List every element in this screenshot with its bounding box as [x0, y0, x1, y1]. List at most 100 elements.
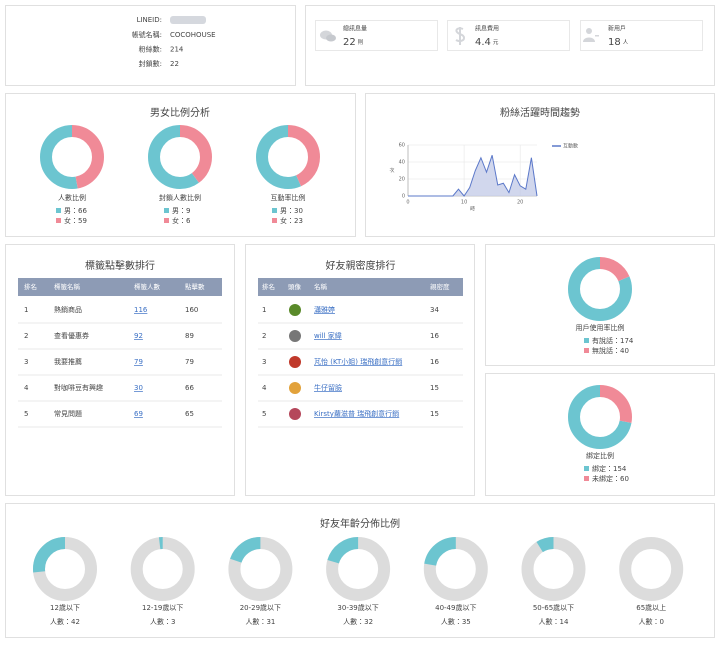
age-count: 人數：32	[343, 617, 373, 626]
y-tick-label: 60	[399, 143, 405, 149]
legend-swatch	[164, 208, 169, 213]
legend-label-part: 無說話：	[592, 346, 620, 355]
legend-label-part: 174	[620, 337, 634, 345]
column-header: 排名	[262, 282, 275, 291]
donut-label: 人數比例	[58, 193, 86, 202]
y-axis-label: 次	[389, 167, 394, 174]
donut-label: 綁定比例	[586, 451, 614, 460]
legend-label-part: 男：	[280, 207, 294, 215]
dollar-icon	[455, 27, 466, 45]
column-header: 點擊數	[185, 282, 205, 291]
age-count-part: 32	[364, 618, 373, 626]
account-value: COCOHOUSE	[170, 31, 216, 39]
legend-swatch	[56, 208, 61, 213]
message-icon	[326, 34, 336, 42]
legend-label-part: 男：	[64, 207, 78, 215]
avatar	[289, 304, 301, 316]
account-card	[5, 5, 296, 86]
age-count-part: 14	[560, 618, 569, 626]
y-tick-label: 40	[399, 160, 405, 166]
cell-link[interactable]: 79	[134, 358, 143, 366]
gender-card	[5, 93, 356, 237]
legend-label-part: 154	[613, 465, 627, 473]
legend-swatch	[584, 348, 589, 353]
cell: 3	[24, 358, 28, 366]
legend-label-part: 66	[78, 207, 87, 215]
cell: 熱銷商品	[54, 305, 82, 314]
section-title: 好友年齡分佈比例	[320, 517, 400, 530]
cell-link[interactable]: 69	[134, 410, 143, 418]
age-count-part: 31	[266, 618, 275, 626]
age-count-part: 35	[462, 618, 471, 626]
column-header: 排名	[24, 282, 37, 291]
cell: 160	[185, 306, 198, 314]
x-tick-label: 0	[406, 200, 409, 206]
cell: 4	[24, 384, 29, 392]
cell-link[interactable]: 116	[134, 306, 148, 314]
cell: 15	[430, 384, 439, 392]
age-count: 人數：3	[150, 617, 175, 626]
age-count: 人數：31	[245, 617, 275, 626]
age-label: 30-39歲以下	[337, 603, 378, 612]
cell-link[interactable]: 92	[134, 332, 143, 340]
donut-segment	[568, 385, 632, 449]
stat-value: 22 則	[343, 37, 364, 48]
cell-link[interactable]: 30	[134, 384, 143, 392]
legend-label-part: 23	[294, 217, 303, 225]
cell-link[interactable]: 牛仔留臉	[314, 383, 342, 392]
age-count-part: 0	[659, 618, 663, 626]
stat-unit: 人	[623, 39, 629, 46]
donut-segment	[33, 537, 97, 601]
legend-swatch	[164, 218, 169, 223]
age-label: 65歲以上	[636, 603, 666, 612]
trend-card	[365, 93, 715, 237]
cell: 66	[185, 384, 194, 392]
section-title: 粉絲活躍時間趨勢	[500, 106, 580, 119]
column-header: 親密度	[430, 282, 450, 291]
cell: 15	[430, 410, 439, 418]
legend-label-part: 女：	[172, 216, 186, 225]
cell-link[interactable]: 瀟雅婷	[314, 305, 335, 314]
cell: 3	[262, 358, 266, 366]
legend-label: 女：23	[280, 216, 303, 225]
cell: 16	[430, 358, 439, 366]
cell-link[interactable]: will 家緯	[314, 331, 342, 340]
legend-label-part: 59	[78, 217, 87, 225]
legend-label: 無說話：40	[592, 346, 629, 355]
age-label: 50-65歲以下	[533, 603, 574, 612]
legend-label-part: 60	[620, 475, 629, 483]
cell: 查看優惠券	[54, 331, 89, 340]
legend-swatch	[272, 218, 277, 223]
legend-label-part: 綁定：	[592, 464, 613, 473]
stat-label: 訊息費用	[475, 25, 499, 33]
section-title: 男女比例分析	[150, 106, 210, 119]
cell-link[interactable]: Kirsty蘿滋普 瑞飛創意行銷	[314, 409, 399, 418]
x-tick-label: 10	[461, 200, 467, 206]
stat-unit: 則	[358, 38, 364, 46]
stat-value: 18 人	[608, 37, 629, 48]
avatar	[289, 382, 301, 394]
donut-segment	[423, 537, 488, 601]
column-header: 名稱	[314, 282, 328, 291]
stat-value: 4.4 元	[475, 37, 499, 48]
cell: 65	[185, 410, 194, 418]
stat-number: 18	[608, 37, 621, 48]
donut-track	[619, 537, 684, 601]
stat-box	[315, 20, 438, 51]
column-header: 頭像	[288, 282, 302, 291]
account-value: 214	[170, 46, 184, 54]
y-tick-label: 20	[399, 177, 405, 183]
x-axis-label: 時	[470, 207, 475, 213]
legend-label: 綁定：154	[592, 464, 627, 473]
stat-label: 新用戶	[608, 25, 626, 33]
avatar	[289, 356, 301, 368]
age-count-part: 人數：	[150, 617, 171, 626]
cell: 89	[185, 332, 194, 340]
avatar	[289, 330, 301, 342]
legend-swatch	[584, 338, 589, 343]
cell: 1	[262, 306, 266, 314]
stat-label: 總訊息量	[343, 25, 367, 33]
age-count: 人數：14	[539, 617, 569, 626]
cell-link[interactable]: 芃怡 (KT小姐) 瑞飛創意行銷	[314, 357, 402, 366]
legend-label: 女：6	[172, 216, 191, 225]
